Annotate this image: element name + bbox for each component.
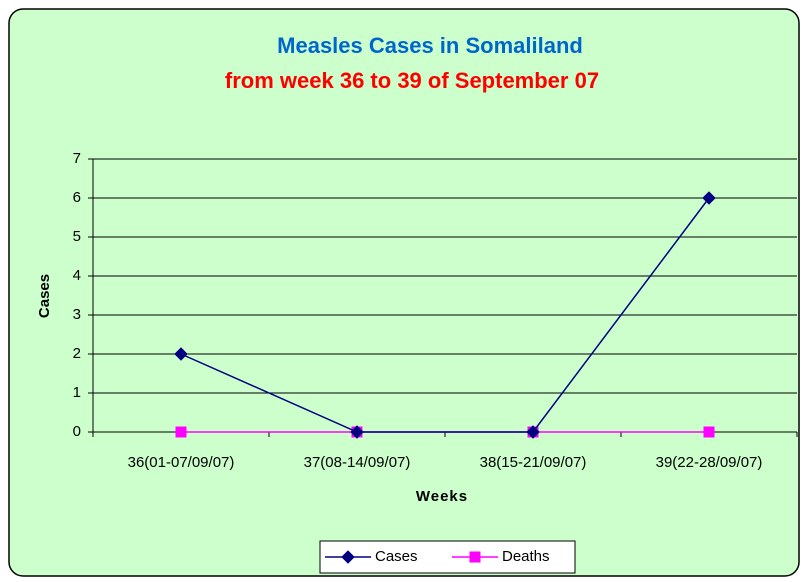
x-tick-label: 39(22-28/09/07): [656, 454, 763, 471]
x-tick-label: 37(08-14/09/07): [304, 454, 411, 471]
y-tick-label: 1: [73, 384, 81, 401]
legend-label: Cases: [375, 548, 418, 565]
data-point: [526, 425, 540, 439]
series-line: [180, 197, 710, 433]
chart-subtitle: from week 36 to 39 of September 07: [225, 68, 599, 93]
legend-marker: [469, 551, 481, 563]
legend-marker: [341, 550, 355, 564]
y-tick-label: 3: [73, 306, 81, 323]
y-tick-label: 7: [73, 150, 81, 167]
chart-background: [8, 8, 800, 577]
data-point: [174, 347, 188, 361]
x-tick-label: 38(15-21/09/07): [480, 454, 587, 471]
x-tick-label: 36(01-07/09/07): [128, 454, 235, 471]
y-tick-label: 6: [73, 189, 81, 206]
y-tick-label: 2: [73, 345, 81, 362]
y-tick-label: 0: [73, 423, 81, 440]
data-point: [702, 191, 716, 205]
legend-label: Deaths: [502, 548, 550, 565]
x-axis-label: Weeks: [416, 488, 468, 505]
data-point: [350, 425, 364, 439]
y-tick-label: 5: [73, 228, 81, 245]
y-axis-label: Cases: [36, 274, 53, 318]
y-tick-label: 4: [73, 267, 81, 284]
data-point: [703, 426, 715, 438]
data-point: [175, 426, 187, 438]
chart-title: Measles Cases in Somaliland: [277, 33, 583, 58]
